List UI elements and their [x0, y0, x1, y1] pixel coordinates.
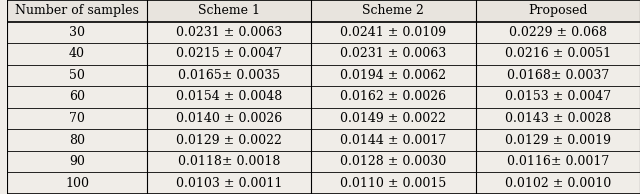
Bar	[147, 86, 311, 108]
Text: 0.0118± 0.0018: 0.0118± 0.0018	[178, 155, 280, 168]
Bar	[311, 22, 476, 43]
Text: 0.0129 ± 0.0019: 0.0129 ± 0.0019	[505, 134, 611, 147]
Text: 30: 30	[69, 26, 85, 39]
Text: 0.0216 ± 0.0051: 0.0216 ± 0.0051	[505, 47, 611, 60]
Text: 0.0215 ± 0.0047: 0.0215 ± 0.0047	[176, 47, 282, 60]
Bar	[8, 151, 147, 172]
Bar	[311, 108, 476, 129]
Bar	[311, 172, 476, 194]
Bar	[476, 129, 640, 151]
Bar	[476, 108, 640, 129]
Text: 0.0162 ± 0.0026: 0.0162 ± 0.0026	[340, 90, 446, 104]
Bar	[476, 22, 640, 43]
Text: 0.0128 ± 0.0030: 0.0128 ± 0.0030	[340, 155, 447, 168]
Text: 0.0144 ± 0.0017: 0.0144 ± 0.0017	[340, 134, 447, 147]
Text: 0.0116± 0.0017: 0.0116± 0.0017	[507, 155, 609, 168]
Text: 80: 80	[69, 134, 85, 147]
Bar	[311, 86, 476, 108]
Text: 70: 70	[69, 112, 85, 125]
Bar	[147, 172, 311, 194]
Bar	[147, 65, 311, 86]
Bar	[311, 0, 476, 22]
Bar	[476, 172, 640, 194]
Text: 0.0102 ± 0.0010: 0.0102 ± 0.0010	[504, 177, 611, 190]
Bar	[311, 151, 476, 172]
Bar	[147, 151, 311, 172]
Text: Scheme 1: Scheme 1	[198, 4, 260, 17]
Text: 0.0149 ± 0.0022: 0.0149 ± 0.0022	[340, 112, 446, 125]
Text: 50: 50	[69, 69, 85, 82]
Bar	[8, 22, 147, 43]
Text: Scheme 2: Scheme 2	[362, 4, 424, 17]
Bar	[311, 65, 476, 86]
Text: 100: 100	[65, 177, 89, 190]
Bar	[476, 151, 640, 172]
Bar	[8, 172, 147, 194]
Bar	[147, 108, 311, 129]
Text: 0.0165± 0.0035: 0.0165± 0.0035	[178, 69, 280, 82]
Text: 0.0194 ± 0.0062: 0.0194 ± 0.0062	[340, 69, 446, 82]
Bar	[147, 0, 311, 22]
Bar	[147, 129, 311, 151]
Text: 90: 90	[69, 155, 85, 168]
Bar	[8, 86, 147, 108]
Bar	[8, 0, 147, 22]
Text: 0.0110 ± 0.0015: 0.0110 ± 0.0015	[340, 177, 447, 190]
Text: 0.0231 ± 0.0063: 0.0231 ± 0.0063	[175, 26, 282, 39]
Text: 0.0231 ± 0.0063: 0.0231 ± 0.0063	[340, 47, 447, 60]
Bar	[8, 65, 147, 86]
Bar	[8, 43, 147, 65]
Bar	[8, 129, 147, 151]
Bar	[311, 129, 476, 151]
Text: 0.0241 ± 0.0109: 0.0241 ± 0.0109	[340, 26, 446, 39]
Text: 60: 60	[69, 90, 85, 104]
Text: 0.0168± 0.0037: 0.0168± 0.0037	[507, 69, 609, 82]
Text: 40: 40	[69, 47, 85, 60]
Bar	[476, 65, 640, 86]
Bar	[476, 0, 640, 22]
Text: 0.0103 ± 0.0011: 0.0103 ± 0.0011	[175, 177, 282, 190]
Text: 0.0129 ± 0.0022: 0.0129 ± 0.0022	[176, 134, 282, 147]
Text: 0.0143 ± 0.0028: 0.0143 ± 0.0028	[504, 112, 611, 125]
Bar	[8, 108, 147, 129]
Bar	[476, 86, 640, 108]
Text: Number of samples: Number of samples	[15, 4, 139, 17]
Bar	[476, 43, 640, 65]
Bar	[147, 43, 311, 65]
Bar	[147, 22, 311, 43]
Bar	[311, 43, 476, 65]
Text: Proposed: Proposed	[528, 4, 588, 17]
Text: 0.0140 ± 0.0026: 0.0140 ± 0.0026	[175, 112, 282, 125]
Text: 0.0229 ± 0.068: 0.0229 ± 0.068	[509, 26, 607, 39]
Text: 0.0153 ± 0.0047: 0.0153 ± 0.0047	[505, 90, 611, 104]
Text: 0.0154 ± 0.0048: 0.0154 ± 0.0048	[175, 90, 282, 104]
